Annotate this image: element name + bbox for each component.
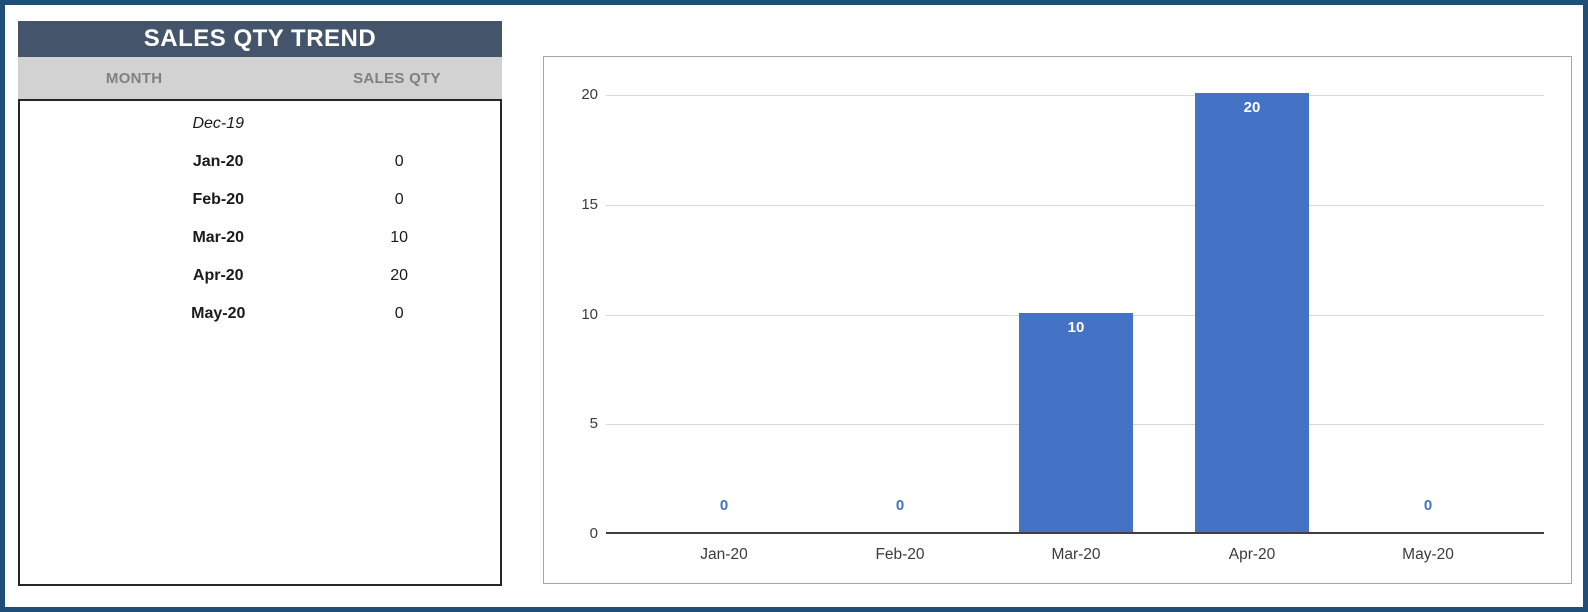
x-axis-label: Mar-20 bbox=[1051, 546, 1101, 563]
y-axis-tick-label: 0 bbox=[589, 525, 598, 542]
sales-qty-cell: 0 bbox=[394, 191, 404, 208]
sales-qty-cell: 0 bbox=[394, 153, 404, 170]
y-axis-tick-label: 20 bbox=[581, 86, 598, 103]
month-cell: Apr-20 bbox=[192, 267, 244, 284]
table-row: Dec-19 bbox=[20, 105, 500, 143]
sales-qty-cell: 20 bbox=[390, 267, 409, 284]
table-column-headers: MONTH SALES QTY bbox=[18, 57, 502, 99]
bar-value-label: 10 bbox=[1067, 318, 1085, 336]
table-row: Apr-20 20 bbox=[20, 257, 500, 295]
sales-qty-cell: 0 bbox=[394, 305, 404, 322]
bar-value-label: 20 bbox=[1243, 99, 1261, 116]
gridline bbox=[606, 204, 1544, 206]
bar-apr-20: 20 bbox=[1195, 93, 1309, 532]
gridline bbox=[606, 95, 1544, 96]
sales-table-body: Dec-19 Jan-20 0 Feb-20 0 Mar-20 10 Apr-20 20 May-… bbox=[18, 99, 502, 586]
column-header-month: MONTH bbox=[105, 69, 163, 87]
x-axis-label: Jan-20 bbox=[700, 546, 748, 563]
month-cell: May-20 bbox=[191, 305, 246, 322]
bar-mar-20: 10 bbox=[1019, 312, 1133, 532]
panel-title: SALES QTY TREND bbox=[18, 21, 502, 57]
bar-value-label-zero: 0 bbox=[895, 497, 905, 514]
month-cell: Jan-20 bbox=[192, 153, 244, 170]
sales-qty-cell bbox=[303, 105, 495, 143]
sales-qty-cell: 10 bbox=[390, 229, 409, 246]
y-axis-tick-label: 5 bbox=[589, 415, 598, 433]
bar-value-label-zero: 0 bbox=[719, 497, 729, 514]
bar-value-label-zero: 0 bbox=[1423, 497, 1433, 514]
table-row: Mar-20 10 bbox=[20, 219, 500, 257]
month-cell: Dec-19 bbox=[192, 115, 245, 132]
month-cell: Mar-20 bbox=[192, 229, 245, 246]
sales-table-panel: SALES QTY TREND MONTH SALES QTY Dec-19 Ja… bbox=[18, 21, 502, 586]
x-axis-label: May-20 bbox=[1402, 546, 1454, 563]
month-cell: Feb-20 bbox=[192, 191, 245, 208]
bar-chart-plot-area: 0 5 10 15 20 0 Jan-20 0 Feb-20 10 Mar-20 20 Apr-20 0 M… bbox=[581, 86, 1544, 563]
sales-chart-panel: 0 5 10 15 20 0 Jan-20 0 Feb-20 10 Mar-20 20 Apr-20 0 M… bbox=[543, 56, 1572, 584]
y-axis-tick-label: 15 bbox=[581, 195, 598, 213]
table-row: Jan-20 0 bbox=[20, 143, 500, 181]
x-axis-label: Feb-20 bbox=[875, 546, 925, 563]
y-axis-tick-label: 10 bbox=[581, 305, 598, 323]
table-row: Feb-20 0 bbox=[20, 181, 500, 219]
column-header-sales-qty: SALES QTY bbox=[353, 69, 441, 87]
x-axis-label: Apr-20 bbox=[1228, 546, 1276, 563]
table-row: May-20 0 bbox=[20, 295, 500, 333]
